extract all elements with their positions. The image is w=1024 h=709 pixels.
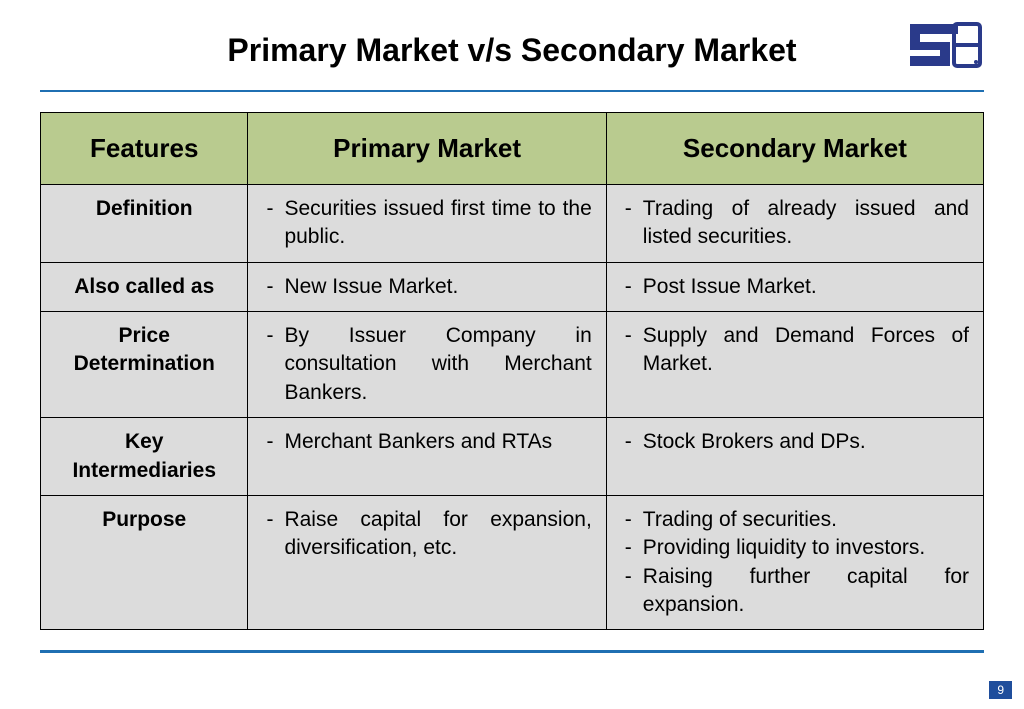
bullet-item: Merchant Bankers and RTAs xyxy=(262,428,591,456)
table-row: Price DeterminationBy Issuer Company in … xyxy=(41,312,984,418)
bullet-item: Raise capital for expansion, diversifica… xyxy=(262,506,591,563)
primary-cell: New Issue Market. xyxy=(248,262,606,311)
secondary-cell: Trading of already issued and listed sec… xyxy=(606,185,983,263)
feature-cell: Definition xyxy=(41,185,248,263)
page-number-badge: 9 xyxy=(989,681,1012,699)
table-body: DefinitionSecurities issued first time t… xyxy=(41,185,984,630)
feature-cell: Key Intermediaries xyxy=(41,418,248,496)
secondary-cell: Post Issue Market. xyxy=(606,262,983,311)
bullet-list: Securities issued first time to the publ… xyxy=(262,195,591,252)
slide: Primary Market v/s Secondary Market Feat… xyxy=(0,0,1024,709)
bullet-list: New Issue Market. xyxy=(262,273,591,301)
bullet-list: Trading of already issued and listed sec… xyxy=(621,195,969,252)
bullet-item: Securities issued first time to the publ… xyxy=(262,195,591,252)
page-title: Primary Market v/s Secondary Market xyxy=(227,32,796,69)
bullet-item: Trading of securities. xyxy=(621,506,969,534)
table-row: DefinitionSecurities issued first time t… xyxy=(41,185,984,263)
title-row: Primary Market v/s Secondary Market xyxy=(40,20,984,80)
secondary-cell: Trading of securities.Providing liquidit… xyxy=(606,495,983,629)
table-row: PurposeRaise capital for expansion, dive… xyxy=(41,495,984,629)
col-header-primary: Primary Market xyxy=(248,113,606,185)
bullet-list: Raise capital for expansion, diversifica… xyxy=(262,506,591,563)
bullet-item: Stock Brokers and DPs. xyxy=(621,428,969,456)
sebi-logo-icon xyxy=(904,20,984,70)
bullet-item: New Issue Market. xyxy=(262,273,591,301)
feature-cell: Also called as xyxy=(41,262,248,311)
secondary-cell: Stock Brokers and DPs. xyxy=(606,418,983,496)
bullet-item: Raising further capital for expansion. xyxy=(621,563,969,620)
primary-cell: Merchant Bankers and RTAs xyxy=(248,418,606,496)
bullet-item: By Issuer Company in consultation with M… xyxy=(262,322,591,407)
bullet-list: Merchant Bankers and RTAs xyxy=(262,428,591,456)
secondary-cell: Supply and Demand Forces of Market. xyxy=(606,312,983,418)
bullet-item: Providing liquidity to investors. xyxy=(621,534,969,562)
col-header-secondary: Secondary Market xyxy=(606,113,983,185)
bullet-list: Stock Brokers and DPs. xyxy=(621,428,969,456)
col-header-features: Features xyxy=(41,113,248,185)
bullet-item: Trading of already issued and listed sec… xyxy=(621,195,969,252)
bullet-list: Supply and Demand Forces of Market. xyxy=(621,322,969,379)
table-row: Key Intermediaries Merchant Bankers and R… xyxy=(41,418,984,496)
bullet-list: Post Issue Market. xyxy=(621,273,969,301)
primary-cell: By Issuer Company in consultation with M… xyxy=(248,312,606,418)
primary-cell: Raise capital for expansion, diversifica… xyxy=(248,495,606,629)
feature-cell: Price Determination xyxy=(41,312,248,418)
bullet-list: Trading of securities.Providing liquidit… xyxy=(621,506,969,619)
bullet-item: Supply and Demand Forces of Market. xyxy=(621,322,969,379)
comparison-table: Features Primary Market Secondary Market… xyxy=(40,112,984,630)
primary-cell: Securities issued first time to the publ… xyxy=(248,185,606,263)
bullet-list: By Issuer Company in consultation with M… xyxy=(262,322,591,407)
divider-bottom xyxy=(40,650,984,653)
table-header: Features Primary Market Secondary Market xyxy=(41,113,984,185)
divider-top xyxy=(40,90,984,92)
table-row: Also called as New Issue Market. Post Issu… xyxy=(41,262,984,311)
bullet-item: Post Issue Market. xyxy=(621,273,969,301)
feature-cell: Purpose xyxy=(41,495,248,629)
